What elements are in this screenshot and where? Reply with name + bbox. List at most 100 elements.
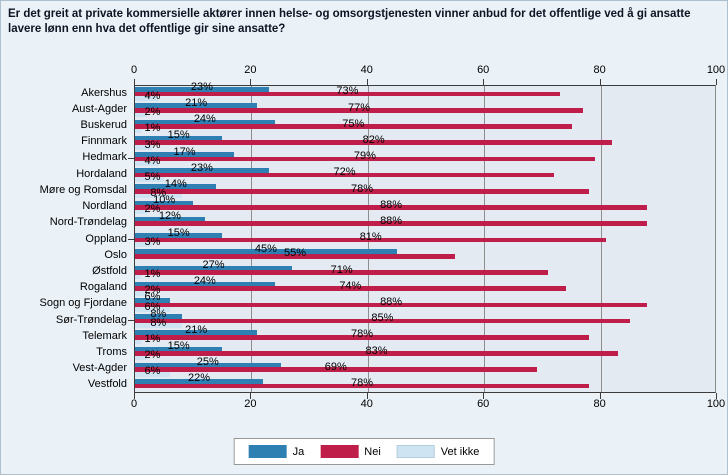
bar-vet-ikke-sogn-og-fjordane xyxy=(135,307,170,312)
value-label-nei-vestfold: 78% xyxy=(350,377,373,390)
legend-item-ja: Ja xyxy=(248,445,305,458)
category-label-telemark: Telemark xyxy=(82,329,127,342)
legend-item-nei: Nei xyxy=(320,445,381,458)
bottom-axis-tick-60 xyxy=(483,393,485,399)
category-label-finnmark: Finnmark xyxy=(81,135,127,148)
value-label-ja-s-r-tr-ndelag: 8% xyxy=(150,307,167,320)
bar-nei-buskerud xyxy=(135,124,572,129)
category-label-vestfold: Vestfold xyxy=(87,378,127,391)
bar-ja-troms xyxy=(135,346,223,352)
value-label-ja-telemark: 21% xyxy=(185,323,208,336)
bar-ja-s-r-tr-ndelag xyxy=(135,314,182,319)
value-label-nei-buskerud: 75% xyxy=(342,117,365,130)
bar-vet-ikke-aust-agder xyxy=(135,112,147,118)
value-label-nei-telemark: 78% xyxy=(350,328,373,341)
value-label-ja-vest-agder: 25% xyxy=(196,356,219,369)
bar-vet-ikke-akershus xyxy=(135,96,159,101)
bar-nei-aust-agder xyxy=(135,108,584,113)
value-label-ja-sogn-og-fjordane: 6% xyxy=(144,291,161,304)
value-label-nei-finnmark: 82% xyxy=(362,133,385,146)
bar-vet-ikke-hedmark xyxy=(135,161,159,166)
value-label-ja-akershus: 23% xyxy=(190,80,213,93)
bar-nei-telemark xyxy=(135,334,589,340)
bottom-axis-tick-40 xyxy=(366,393,368,399)
category-label-vest-agder: Vest-Agder xyxy=(72,362,127,375)
bar-vet-ikke-s-r-tr-ndelag xyxy=(135,323,182,328)
value-label-vet-ikke-vest-agder: 6% xyxy=(144,365,161,378)
value-label-nei-s-r-tr-ndelag: 85% xyxy=(371,312,394,325)
value-label-vet-ikke-hedmark: 4% xyxy=(144,154,161,167)
value-label-ja-finnmark: 15% xyxy=(167,129,190,142)
bar-ja-akershus xyxy=(135,87,269,92)
top-axis-label-40: 40 xyxy=(360,64,373,76)
bottom-axis-tick-0 xyxy=(134,393,135,399)
value-label-vet-ikke-m-re-og-romsdal: 8% xyxy=(150,187,167,200)
bottom-axis-label-0: 0 xyxy=(130,398,138,410)
bar-nei-oppland xyxy=(135,237,607,243)
top-axis-tick-100 xyxy=(716,79,717,85)
bar-nei-vest-agder xyxy=(135,367,537,372)
bar-nei-hordaland xyxy=(135,172,555,178)
legend-swatch-nei xyxy=(320,445,359,458)
bar-ja-vestfold xyxy=(135,378,264,384)
legend-label-ja: Ja xyxy=(292,445,305,458)
value-label-ja-oslo: 45% xyxy=(254,242,277,255)
bar-vet-ikke-troms xyxy=(135,355,147,361)
top-axis-tick-60 xyxy=(483,79,485,85)
value-label-vet-ikke-buskerud: 1% xyxy=(144,122,161,135)
bar-nei-nord-tr-ndelag xyxy=(135,221,648,227)
value-label-nei-vest-agder: 69% xyxy=(324,360,347,373)
bar-ja-nordland xyxy=(135,200,194,206)
value-label-vet-ikke-aust-agder: 2% xyxy=(144,106,161,119)
category-label-hordaland: Hordaland xyxy=(76,167,127,180)
bar-vet-ikke-vest-agder xyxy=(135,371,170,377)
value-label-ja-hordaland: 23% xyxy=(190,161,213,174)
value-label-ja-aust-agder: 21% xyxy=(185,96,208,109)
top-axis-tick-0 xyxy=(134,79,135,85)
value-label-nei-oslo: 55% xyxy=(284,247,307,260)
category-label-oppland: Oppland xyxy=(85,232,127,245)
value-label-nei--stfold: 71% xyxy=(330,263,353,276)
value-label-vet-ikke--stfold: 1% xyxy=(144,268,161,281)
value-label-vet-ikke-finnmark: 3% xyxy=(144,138,161,151)
legend-label-nei: Nei xyxy=(364,445,381,458)
value-label-vet-ikke-nordland: 2% xyxy=(144,203,161,216)
value-label-nei-nord-tr-ndelag: 88% xyxy=(380,214,403,227)
value-label-vet-ikke-sogn-og-fjordane: 6% xyxy=(144,300,161,313)
value-label-ja-vestfold: 22% xyxy=(188,372,211,385)
top-axis-label-20: 20 xyxy=(244,64,257,76)
legend-label-vet-ikke: Vet ikke xyxy=(440,445,480,458)
bar-nei-troms xyxy=(135,351,619,356)
chart-title: Er det greit at private kommersielle akt… xyxy=(8,8,691,35)
bar-vet-ikke-oppland xyxy=(135,242,153,247)
bar-vet-ikke--stfold xyxy=(135,274,141,280)
top-axis-tick-20 xyxy=(250,79,252,85)
value-label-nei-m-re-og-romsdal: 78% xyxy=(350,182,373,195)
bar-vet-ikke-telemark xyxy=(135,339,141,345)
bar-ja-buskerud xyxy=(135,119,275,125)
category-label--stfold: Østfold xyxy=(92,264,127,277)
legend-swatch-ja xyxy=(248,445,287,458)
bar-ja-aust-agder xyxy=(135,103,258,108)
category-label-hedmark: Hedmark xyxy=(82,151,127,164)
chart-legend: Ja Nei Vet ikke xyxy=(233,438,495,465)
value-label-ja-nordland: 10% xyxy=(153,194,176,207)
bottom-axis-label-100: 100 xyxy=(706,398,726,410)
bottom-axis-tick-20 xyxy=(250,393,252,399)
bar-nei-oslo xyxy=(135,253,456,259)
bottom-axis-label-60: 60 xyxy=(477,398,490,410)
bar-vet-ikke-finnmark xyxy=(135,145,153,150)
value-label-ja--stfold: 27% xyxy=(202,259,225,272)
category-label-sogn-og-fjordane: Sogn og Fjordane xyxy=(39,297,127,310)
bar-nei-nordland xyxy=(135,205,648,210)
plot-area: 23% 73% 4% 21% 77% 2% 24% 75% 1% 15% 82% 3% 17% 79% 4%… xyxy=(134,80,716,393)
value-label-nei-aust-agder: 77% xyxy=(348,101,371,114)
bar-ja-rogaland xyxy=(135,281,275,287)
bar-ja-sogn-og-fjordane xyxy=(135,297,170,303)
value-label-ja-oppland: 15% xyxy=(167,226,190,239)
bar-nei-finnmark xyxy=(135,140,613,146)
bottom-axis-label-80: 80 xyxy=(593,398,606,410)
bottom-axis-label-20: 20 xyxy=(244,398,257,410)
category-label-s-r-tr-ndelag: Sør-Trøndelag xyxy=(55,313,127,326)
